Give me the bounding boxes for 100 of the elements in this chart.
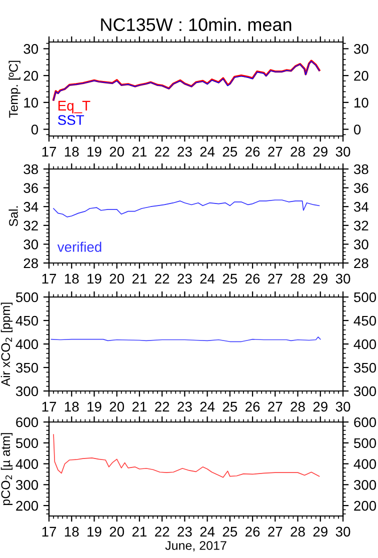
y2-tick-label: 500	[354, 292, 376, 302]
x-tick-label: 19	[88, 146, 102, 157]
x-tick-label: 27	[268, 146, 282, 156]
x-tick-label: 26	[246, 274, 260, 284]
y2-tick-label: 30	[354, 240, 368, 250]
x-tick-label: 22	[155, 274, 170, 284]
x-tick-label: 25	[222, 274, 238, 284]
x-tick-label: 20	[110, 526, 124, 537]
x-tick-label: 26	[246, 526, 260, 537]
y-tick-label: 400	[16, 459, 38, 469]
y-axis-title: Sal.	[8, 206, 18, 226]
x-tick-label: 21	[132, 274, 147, 284]
line-series	[53, 200, 320, 218]
line-series	[53, 434, 320, 478]
y2-tick-label: 350	[354, 362, 376, 373]
x-tick-label: 17	[42, 274, 56, 284]
x-tick-label: 19	[88, 526, 102, 537]
y-tick-label: 38	[24, 164, 38, 174]
series-label: Eq_T	[58, 100, 90, 114]
y2-tick-label: 400	[354, 459, 376, 469]
x-tick-label: 21	[132, 146, 147, 156]
y2-tick-label: 300	[354, 480, 376, 490]
x-tick-label: 24	[200, 274, 215, 284]
y2-tick-label: 10	[354, 98, 368, 108]
x-tick-label: 23	[178, 526, 192, 537]
y-tick-label: 28	[24, 258, 38, 268]
y-tick-label: 300	[16, 386, 38, 396]
x-tick-label: 22	[155, 526, 170, 536]
x-tick-label: 18	[64, 146, 79, 157]
x-tick-label: 29	[313, 146, 328, 157]
y-tick-label: 400	[16, 339, 38, 350]
y-tick-label: 30	[24, 240, 38, 250]
series-label: verified	[57, 242, 102, 252]
x-tick-label: 30	[336, 146, 350, 157]
x-tick-label: 18	[64, 526, 79, 537]
y-tick-label: 500	[16, 292, 38, 302]
x-tick-label: 28	[290, 146, 305, 157]
x-tick-label: 20	[110, 146, 124, 157]
x-tick-label: 22	[155, 146, 170, 156]
y2-tick-label: 30	[354, 44, 368, 54]
x-tick-label: 18	[64, 402, 79, 412]
x-tick-label: 26	[246, 146, 260, 157]
x-tick-label: 27	[268, 402, 282, 412]
x-tick-label: 29	[313, 402, 328, 412]
x-tick-label: 23	[178, 146, 192, 157]
x-tick-label: 20	[110, 274, 124, 284]
x-tick-label: 25	[222, 526, 238, 537]
y2-tick-label: 38	[354, 164, 368, 174]
chart-title: NC135W : 10min. mean	[101, 18, 292, 32]
y-tick-label: 600	[16, 417, 38, 428]
y2-tick-label: 300	[354, 386, 376, 396]
y-tick-label: 10	[24, 98, 38, 108]
x-tick-label: 25	[222, 146, 238, 157]
x-tick-label: 29	[313, 274, 328, 284]
x-tick-label: 27	[268, 274, 282, 284]
x-tick-label: 27	[268, 526, 282, 536]
y2-tick-label: 500	[354, 438, 376, 448]
y-tick-label: 32	[24, 220, 38, 231]
x-tick-label: 28	[290, 402, 305, 412]
y-tick-label: 350	[16, 362, 38, 373]
y-tick-label: 200	[16, 500, 38, 511]
y2-tick-label: 200	[354, 500, 376, 511]
x-tick-label: 22	[155, 402, 170, 412]
y2-tick-label: 36	[354, 183, 368, 193]
x-axis-title: June, 2017	[165, 541, 226, 552]
x-tick-label: 18	[64, 274, 79, 284]
x-tick-label: 24	[200, 402, 215, 412]
y-tick-label: 20	[24, 70, 38, 81]
y2-tick-label: 28	[354, 258, 368, 268]
x-tick-label: 23	[178, 402, 192, 412]
x-tick-label: 19	[88, 274, 102, 284]
y-tick-label: 300	[16, 480, 38, 490]
x-tick-label: 17	[42, 402, 56, 412]
y2-tick-label: 600	[354, 417, 376, 428]
x-tick-label: 21	[132, 402, 147, 412]
y2-tick-label: 20	[354, 70, 368, 81]
y-tick-label: 30	[24, 44, 38, 54]
x-tick-label: 26	[246, 402, 260, 412]
series-label: SST	[58, 115, 84, 125]
x-tick-label: 28	[290, 526, 305, 537]
y2-tick-label: 34	[354, 202, 368, 212]
x-tick-label: 17	[42, 526, 56, 536]
y-tick-label: 34	[24, 202, 38, 212]
x-tick-label: 19	[88, 402, 102, 412]
y-axis-title: pCO$_{2}$ [µ atm]	[0, 433, 13, 506]
y2-tick-label: 450	[354, 316, 376, 326]
x-tick-label: 23	[178, 274, 192, 284]
x-tick-label: 30	[336, 526, 350, 537]
x-tick-label: 20	[110, 402, 124, 412]
x-tick-label: 30	[336, 402, 350, 412]
y-tick-label: 36	[24, 183, 38, 193]
y2-tick-label: 0	[354, 124, 361, 134]
x-tick-label: 28	[290, 274, 305, 284]
x-tick-label: 25	[222, 402, 238, 412]
y2-tick-label: 32	[354, 220, 368, 231]
y2-tick-label: 400	[354, 339, 376, 350]
x-tick-label: 30	[336, 274, 350, 284]
x-tick-label: 21	[132, 526, 147, 536]
y-tick-label: 500	[16, 438, 38, 448]
x-tick-label: 17	[42, 146, 56, 156]
